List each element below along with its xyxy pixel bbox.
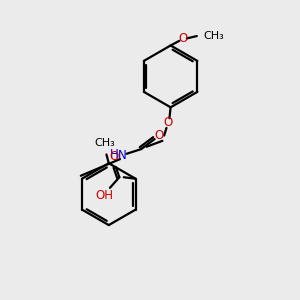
- Text: N: N: [118, 149, 127, 162]
- Text: O: O: [110, 150, 119, 163]
- Text: OH: OH: [96, 189, 114, 202]
- Text: CH₃: CH₃: [204, 31, 224, 41]
- Text: O: O: [154, 129, 164, 142]
- Text: H: H: [110, 148, 119, 161]
- Text: O: O: [163, 116, 172, 129]
- Text: O: O: [178, 32, 188, 46]
- Text: CH₃: CH₃: [95, 138, 116, 148]
